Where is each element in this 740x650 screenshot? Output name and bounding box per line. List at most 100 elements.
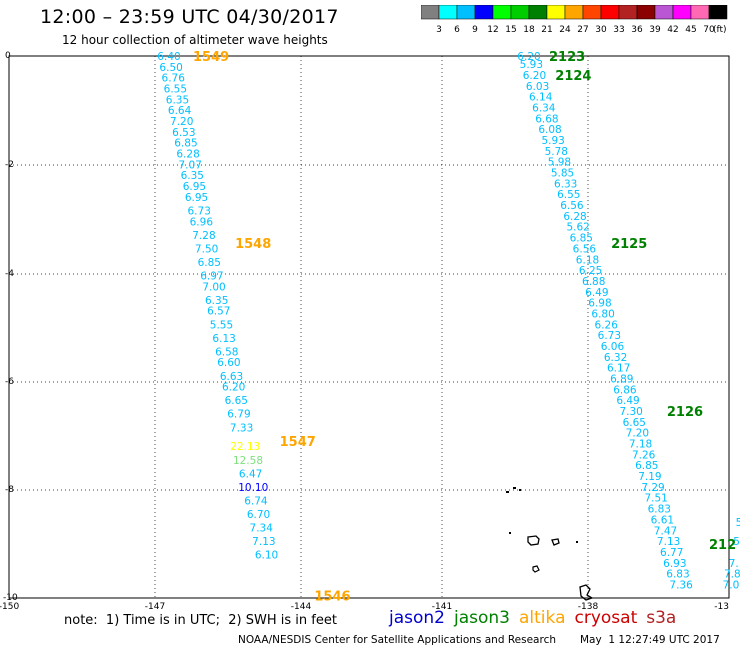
colorbar-tick-label: 42: [667, 25, 678, 35]
wave-height-value: 6.83: [648, 504, 671, 516]
legend-s3a: s3a: [646, 608, 677, 628]
wave-height-value: 7.47: [654, 525, 677, 537]
pass-time-label: 1549: [193, 50, 229, 65]
wave-height-value: 7.20: [170, 116, 193, 128]
wave-height-value: 6.08: [538, 124, 561, 136]
colorbar-tick-label: 9: [472, 25, 478, 35]
colorbar-tick-label: 33: [613, 25, 624, 35]
longitude-tick-label: -150: [0, 602, 19, 610]
wave-height-value: 6.97: [200, 271, 223, 283]
legend-cryosat: cryosat: [574, 608, 638, 628]
units-note: note: 1) Time is in UTC; 2) SWH is in fe…: [64, 613, 337, 628]
colorbar-tick-label: 6: [454, 25, 460, 35]
island-outline: [532, 565, 540, 573]
wave-height-value: 6.73: [598, 330, 621, 342]
wave-height-value: 6.55: [557, 189, 580, 201]
map-frame: [8, 55, 730, 599]
wave-height-value: 6.74: [244, 495, 268, 507]
wave-height-value: 6.95: [185, 192, 208, 204]
pass-time-label: 2123: [549, 50, 585, 65]
wave-height-value: 6.85: [635, 460, 658, 472]
wave-height-value: 6.17: [607, 363, 630, 375]
wave-height-value: 6.96: [190, 216, 214, 228]
wave-height-value: 5.93: [520, 59, 543, 71]
wave-height-value: 6.89: [610, 373, 633, 385]
wave-height-value: 6.98: [588, 298, 611, 310]
wave-height-value: 7.0: [723, 579, 740, 591]
wave-height-value: 6.20: [222, 382, 245, 394]
wave-height-value: 6.73: [188, 205, 211, 217]
colorbar-tick-label: 15: [505, 25, 516, 35]
wave-height-value: 6.68: [535, 113, 558, 125]
wave-height-value: 6.06: [601, 341, 625, 353]
wave-height-value: 7.51: [644, 493, 667, 505]
legend-altika: altika: [519, 608, 566, 628]
wave-height-value: 6.88: [582, 276, 605, 288]
wave-height-value: 7.50: [195, 243, 218, 255]
pass-time-label: 2124: [555, 69, 591, 84]
island-outline: [513, 487, 516, 489]
wave-height-value: 22.13: [230, 441, 260, 453]
wave-height-value: 6.56: [573, 243, 597, 255]
wave-height-value: 6.64: [168, 105, 192, 117]
wave-height-value: 6.20: [517, 51, 540, 63]
wave-height-value: 6.83: [666, 569, 689, 581]
colorbar-tick-label: 3: [436, 25, 442, 35]
island-outline: [576, 541, 578, 543]
wave-height-value: 7.8: [724, 569, 740, 581]
island-outline: [551, 538, 560, 546]
wave-height-value: 7.18: [629, 439, 652, 451]
satellite-legend: jason2 jason3 altika cryosat s3a: [389, 608, 685, 628]
colorbar-tick-label: 36: [631, 25, 643, 35]
wave-height-value: 6.35: [166, 94, 189, 106]
wave-height-value: 10.10: [238, 482, 268, 494]
wave-height-value: 6.28: [563, 211, 586, 223]
wave-height-value: 6.34: [532, 102, 556, 114]
wave-height-value: 7.: [729, 558, 739, 570]
longitude-tick-label: -138: [578, 602, 599, 610]
latitude-tick-label: -4: [5, 269, 14, 279]
wave-height-colorbar: 3 6 9 12 15 18 21 24 27 30 33 36 39 42 45 70(ft): [421, 5, 728, 35]
wave-height-value: 6.47: [239, 468, 262, 480]
wave-height-value: 6.57: [207, 306, 230, 318]
wave-height-value: 7.30: [619, 406, 642, 418]
colorbar-tick-label: 70: [703, 25, 715, 35]
pass-time-label: 1548: [235, 237, 271, 252]
legend-jason3: jason3: [454, 608, 510, 628]
wave-height-value: 7.19: [638, 471, 661, 483]
wave-height-value: 6.79: [227, 409, 250, 421]
chart-title: 12:00 – 23:59 UTC 04/30/2017: [40, 6, 339, 28]
longitude-tick-label: -147: [145, 602, 165, 610]
wave-height-value: 6.35: [181, 170, 204, 182]
wave-height-value: 6.60: [217, 357, 240, 369]
pass-time-label: 212: [709, 538, 736, 553]
wave-height-value: 6.85: [198, 257, 221, 269]
wave-height-value: 6.49: [616, 395, 639, 407]
wave-height-value: 6.65: [623, 417, 646, 429]
wave-height-value: 6.49: [585, 287, 608, 299]
wave-height-value: 6.55: [164, 84, 187, 96]
colorbar-swatch: [708, 5, 728, 20]
wave-height-value: 5.85: [551, 168, 574, 180]
colorbar-tick-label: 24: [559, 25, 571, 35]
wave-height-value: 7.20: [626, 428, 649, 440]
wave-height-value: 6.10: [255, 550, 278, 562]
wave-height-value: 6.20: [523, 70, 546, 82]
wave-height-value: 7.36: [669, 579, 693, 591]
wave-height-map: 0-2-4-6-8-10-150 -147 -144 -141 -138 -136.406…: [0, 50, 740, 610]
colorbar-tick-label: 39: [649, 25, 661, 35]
wave-height-value: 6.18: [576, 254, 599, 266]
pass-time-label: 2126: [667, 405, 703, 420]
island-outline: [509, 532, 511, 534]
latitude-tick-label: -2: [5, 160, 14, 170]
wave-height-value: 6.53: [172, 127, 195, 139]
wave-height-value: 6.85: [174, 138, 197, 150]
wave-height-value: 6.58: [215, 346, 238, 358]
wave-height-value: 6.14: [529, 92, 553, 104]
wave-height-value: 6.13: [212, 333, 235, 345]
wave-height-value: 6.95: [183, 181, 206, 193]
island-outline: [519, 489, 521, 491]
pass-time-label: 1546: [314, 589, 350, 604]
generated-timestamp: May 1 12:27:49 UTC 2017: [580, 634, 720, 646]
wave-height-value: 6.32: [604, 352, 627, 364]
